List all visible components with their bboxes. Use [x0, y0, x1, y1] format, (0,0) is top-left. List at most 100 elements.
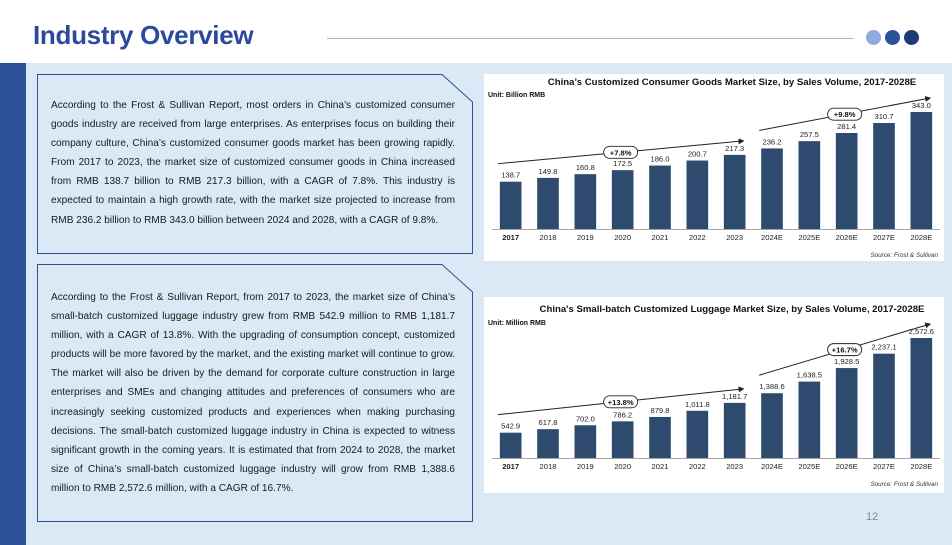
- text-box-luggage: According to the Frost & Sullivan Report…: [37, 264, 473, 522]
- chart-x-tick-label: 2021: [652, 233, 669, 242]
- chart-x-tick-label: 2028E: [910, 233, 932, 242]
- chart-x-tick-label: 2027E: [873, 233, 895, 242]
- chart-value-label: 217.3: [725, 144, 744, 153]
- cagr-badge: [827, 107, 863, 121]
- chart-bar: [649, 165, 671, 229]
- chart-bar: [723, 402, 746, 458]
- chart-x-tick-label: 2025E: [798, 233, 820, 242]
- chart-title: China's Small-batch Customized Luggage M…: [540, 304, 926, 315]
- chart-x-tick-label: 2026E: [836, 233, 858, 242]
- text-box-frame: [37, 74, 473, 254]
- chart-value-label: 172.5: [613, 159, 632, 168]
- dot-light: [866, 30, 881, 45]
- chart-x-tick-label: 2026E: [836, 462, 858, 471]
- chart-bar: [611, 421, 634, 458]
- chart-luggage: China's Small-batch Customized Luggage M…: [488, 304, 940, 488]
- chart-consumer-goods: China’s Customized Consumer Goods Market…: [488, 77, 940, 259]
- chart-value-label: 1,928.5: [834, 357, 859, 366]
- chart-value-label: 786.2: [613, 410, 632, 419]
- chart-bar: [723, 154, 746, 229]
- chart-value-label: 281.4: [837, 122, 856, 131]
- chart-x-tick-label: 2021: [652, 462, 669, 471]
- chart-bar: [686, 160, 709, 229]
- cagr-badge: [603, 395, 639, 409]
- chart-bar: [537, 429, 559, 458]
- title-divider: [327, 38, 854, 39]
- chart-bar: [835, 133, 858, 229]
- paragraph-consumer-goods: According to the Frost & Sullivan Report…: [51, 100, 455, 226]
- chart-value-label: 1,638.5: [797, 371, 822, 380]
- chart-unit-label: Unit: Billion RMB: [488, 92, 545, 99]
- chart-bar: [574, 174, 597, 229]
- chart-value-label: 343.0: [912, 101, 931, 110]
- chart-value-label: 879.8: [650, 406, 669, 415]
- chart-bar: [798, 381, 821, 458]
- chart-value-label: 617.8: [538, 418, 557, 427]
- chart-x-tick-label: 2020: [614, 233, 631, 242]
- paragraph-luggage: According to the Frost & Sullivan Report…: [51, 292, 455, 494]
- chart-x-tick-label: 2019: [577, 233, 594, 242]
- text-box-consumer-goods: According to the Frost & Sullivan Report…: [37, 74, 473, 254]
- chart-source: Source: Frost & Sullivan: [870, 481, 938, 488]
- chart-value-label: 2,572.6: [909, 327, 934, 336]
- cagr-label: +7.8%: [610, 148, 632, 157]
- chart-x-tick-label: 2019: [577, 462, 594, 471]
- chart-x-tick-label: 2020: [614, 462, 631, 471]
- chart-bar: [499, 432, 522, 458]
- chart-x-tick-label: 2027E: [873, 462, 895, 471]
- chart-value-label: 702.0: [576, 414, 595, 423]
- cagr-label: +16.7%: [832, 346, 858, 355]
- chart-unit-label: Unit: Million RMB: [488, 320, 546, 327]
- chart-value-label: 1,011.8: [685, 400, 710, 409]
- chart-bar: [574, 425, 597, 458]
- chart-x-tick-label: 2017: [502, 462, 519, 471]
- chart-x-tick-label: 2028E: [910, 462, 932, 471]
- chart-bar: [910, 338, 933, 458]
- chart-x-tick-label: 2017: [502, 233, 519, 242]
- chart-x-tick-label: 2018: [540, 233, 557, 242]
- chart-bar: [537, 177, 559, 229]
- chart-bar: [611, 170, 634, 229]
- page-title: Industry Overview: [33, 20, 254, 50]
- chart-x-tick-label: 2024E: [761, 462, 783, 471]
- text-box-frame: [37, 264, 473, 522]
- chart-title: China’s Customized Consumer Goods Market…: [548, 77, 917, 88]
- chart-x-tick-label: 2024E: [761, 233, 783, 242]
- chart-panel-consumer-goods: China’s Customized Consumer Goods Market…: [484, 74, 944, 261]
- chart-value-label: 149.8: [538, 167, 557, 176]
- chart-value-label: 2,237.1: [871, 343, 896, 352]
- chart-value-label: 186.0: [650, 155, 669, 164]
- chart-bar: [761, 393, 783, 458]
- chart-x-tick-label: 2018: [540, 462, 557, 471]
- chart-bar: [499, 181, 522, 229]
- chart-panel-luggage: China's Small-batch Customized Luggage M…: [484, 297, 944, 493]
- chart-value-label: 236.2: [762, 137, 781, 146]
- chart-value-label: 542.9: [501, 422, 520, 431]
- cagr-label: +9.8%: [834, 110, 856, 119]
- cagr-badge: [827, 343, 863, 357]
- chart-x-tick-label: 2023: [726, 462, 743, 471]
- chart-x-tick-label: 2023: [726, 233, 743, 242]
- chart-value-label: 160.8: [576, 163, 595, 172]
- chart-bar: [649, 416, 671, 458]
- chart-bar: [761, 148, 783, 229]
- chart-value-label: 310.7: [874, 112, 893, 121]
- dot-dark: [904, 30, 919, 45]
- chart-value-label: 257.5: [800, 130, 819, 139]
- chart-x-tick-label: 2022: [689, 233, 706, 242]
- left-accent-bar: [0, 63, 26, 545]
- chart-bar: [835, 368, 858, 458]
- chart-bar: [798, 141, 821, 229]
- chart-value-label: 1,388.6: [759, 382, 784, 391]
- chart-bar: [873, 123, 895, 229]
- chart-x-tick-label: 2022: [689, 462, 706, 471]
- chart-value-label: 1,181.7: [722, 392, 747, 401]
- chart-x-tick-label: 2025E: [798, 462, 820, 471]
- chart-source: Source: Frost & Sullivan: [870, 252, 938, 259]
- cagr-label: +13.8%: [608, 398, 634, 407]
- chart-bar: [910, 112, 933, 229]
- dot-medium: [885, 30, 900, 45]
- cagr-badge: [603, 145, 639, 159]
- chart-value-label: 200.7: [688, 150, 707, 159]
- chart-bar: [873, 353, 895, 458]
